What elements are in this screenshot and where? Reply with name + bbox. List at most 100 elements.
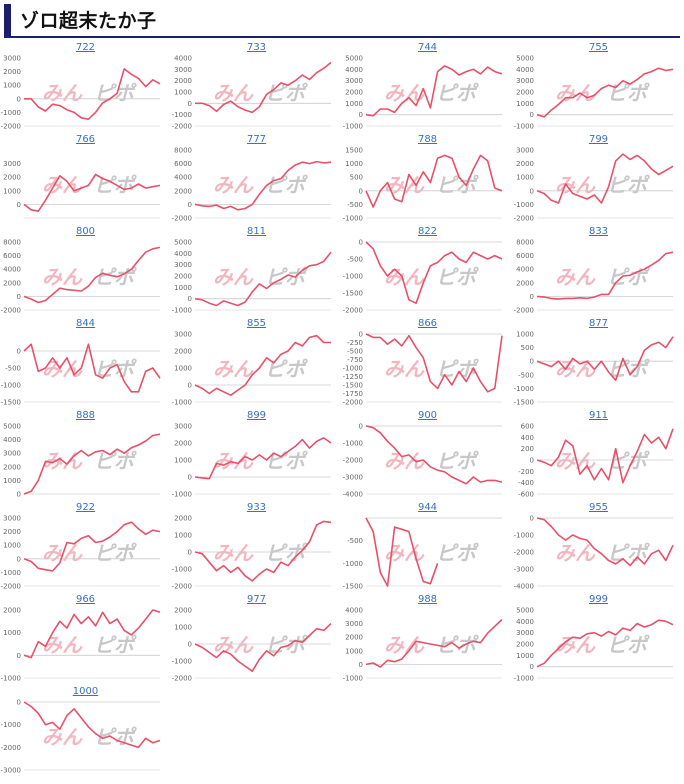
chart-title-link[interactable]: 933 — [246, 502, 267, 513]
chart-cell-977: 977 みん ピポ 2000 1000 0 -1000 -2000 — [171, 594, 342, 686]
chart-title-link[interactable]: 900 — [417, 410, 438, 421]
chart-title-link[interactable]: 744 — [417, 42, 438, 53]
chart-title-link[interactable]: 877 — [588, 318, 609, 329]
series-line — [536, 336, 674, 382]
watermark-text-a: みん — [213, 449, 254, 473]
line-chart: みん ピポ 4000 3000 2000 1000 0 -1000 — [343, 607, 503, 682]
y-tick-label: 8000 — [174, 147, 192, 155]
y-tick-label: 0 — [188, 641, 192, 649]
y-tick-label: 2000 — [516, 279, 534, 287]
series-line — [365, 618, 503, 668]
y-tick-label: -2000 — [343, 457, 363, 465]
watermark-text-a: みん — [42, 173, 83, 197]
y-tick-label: -2000 — [343, 307, 363, 315]
series-line — [365, 425, 503, 485]
y-tick-label: 5000 — [516, 607, 534, 615]
y-tick-label: 0 — [530, 663, 534, 671]
y-tick-label: 2000 — [516, 89, 534, 97]
chart-title-link[interactable]: 800 — [75, 226, 96, 237]
chart-cell-999: 999 みん ピポ 5000 4000 3000 2000 1000 0 -1000 — [513, 594, 684, 686]
y-tick-label: 3000 — [345, 620, 363, 628]
y-tick-label: 1000 — [516, 174, 534, 182]
watermark-text-a: みん — [213, 541, 254, 565]
y-tick-label: 0 — [17, 348, 21, 356]
chart-title-link[interactable]: 988 — [417, 594, 438, 605]
chart-title-link[interactable]: 966 — [75, 594, 96, 605]
page-header: ゾロ超末たか子 — [0, 0, 684, 40]
y-tick-label: -2000 — [343, 399, 363, 407]
chart-title-link[interactable]: 799 — [588, 134, 609, 145]
y-tick-label: 3000 — [3, 160, 21, 168]
series-line — [365, 154, 503, 208]
chart-title-link[interactable]: 888 — [75, 410, 96, 421]
chart-title-link[interactable]: 955 — [588, 502, 609, 513]
chart-title-link[interactable]: 866 — [417, 318, 438, 329]
charts-grid: 722 みん ピポ 3000 2000 1000 0 -1000 -2000 733 みん ピポ 400… — [0, 42, 684, 784]
y-tick-label: 0 — [530, 293, 534, 301]
watermark-text-b: ピポ — [265, 633, 308, 657]
chart-title-link[interactable]: 811 — [246, 226, 267, 237]
y-tick-label: 2000 — [345, 634, 363, 642]
chart-cell-955: 955 みん ピポ 0 -1000 -2000 -3000 -4000 — [513, 502, 684, 594]
y-tick-label: 3000 — [174, 66, 192, 74]
line-chart: みん ピポ 2000 1000 0 -1000 -2000 — [172, 515, 332, 590]
chart-title-link[interactable]: 755 — [588, 42, 609, 53]
chart-title-link[interactable]: 722 — [75, 42, 96, 53]
y-tick-label: -1000 — [514, 385, 534, 393]
y-tick-label: 0 — [17, 293, 21, 301]
chart-title-link[interactable]: 777 — [246, 134, 267, 145]
watermark-text-b: ピポ — [265, 173, 308, 197]
chart-title-link[interactable]: 733 — [246, 42, 267, 53]
chart-title-link[interactable]: 844 — [75, 318, 96, 329]
chart-title-link[interactable]: 944 — [417, 502, 438, 513]
series-line — [194, 334, 331, 396]
chart-title-link[interactable]: 855 — [246, 318, 267, 329]
y-tick-label: 2000 — [174, 187, 192, 195]
line-chart: みん ピポ0-1000-2000-3000-4000 — [343, 423, 503, 498]
chart-title-link[interactable]: 977 — [246, 594, 267, 605]
y-tick-label: -1000 — [172, 111, 192, 119]
y-tick-label: 1000 — [516, 331, 534, 339]
chart-title-link[interactable]: 911 — [588, 410, 609, 421]
chart-title-link[interactable]: 999 — [588, 594, 609, 605]
y-tick-label: 3000 — [3, 55, 21, 63]
chart-title-link[interactable]: 922 — [75, 502, 96, 513]
chart-cell-922: 922 みん ピポ 3000 2000 1000 0 -1000 -2000 — [0, 502, 171, 594]
y-tick-label: -1000 — [172, 399, 192, 407]
y-tick-label: 2000 — [174, 440, 192, 448]
chart-title-link[interactable]: 833 — [588, 226, 609, 237]
y-tick-label: -2000 — [1, 744, 21, 752]
series-line — [23, 521, 161, 572]
y-tick-label: 0 — [359, 661, 363, 669]
chart-cell-855: 855 みん ピポ 3000 2000 1000 0 -1000 — [171, 318, 342, 410]
chart-cell-766: 766 みん ピポ 3000 2000 1000 0 — [0, 134, 171, 226]
y-tick-label: -1000 — [343, 560, 363, 568]
y-tick-label: 2000 — [516, 160, 534, 168]
chart-cell-788: 788 みん ピポ 1500 1000 500 0 -500 -1000 — [342, 134, 513, 226]
watermark-text-a: みん — [42, 725, 83, 749]
chart-title-link[interactable]: 766 — [75, 134, 96, 145]
series-line — [23, 701, 161, 749]
y-tick-label: -600 — [518, 491, 534, 499]
series-line — [194, 251, 332, 307]
chart-title-link[interactable]: 822 — [417, 226, 438, 237]
y-tick-label: 3000 — [516, 77, 534, 85]
chart-title-link[interactable]: 1000 — [72, 686, 99, 697]
y-tick-label: 1000 — [516, 652, 534, 660]
series-line — [194, 520, 332, 582]
y-tick-label: 1000 — [345, 100, 363, 108]
line-chart: みん ピポ0-250-500-750-1000-1250-1500-1750-20… — [343, 331, 503, 407]
watermark-text-b: ピポ — [436, 173, 479, 197]
chart-cell-877: 877 みん ピポ 1000 500 0 -500 -1000 -1500 — [513, 318, 684, 410]
series-line — [23, 609, 161, 659]
chart-title-link[interactable]: 899 — [246, 410, 267, 421]
chart-title-link[interactable]: 788 — [417, 134, 438, 145]
series-line — [365, 333, 503, 393]
y-tick-label: 0 — [359, 239, 363, 247]
y-tick-label: 2000 — [3, 174, 21, 182]
y-tick-label: 600 — [521, 423, 534, 431]
y-tick-label: 0 — [530, 111, 534, 119]
